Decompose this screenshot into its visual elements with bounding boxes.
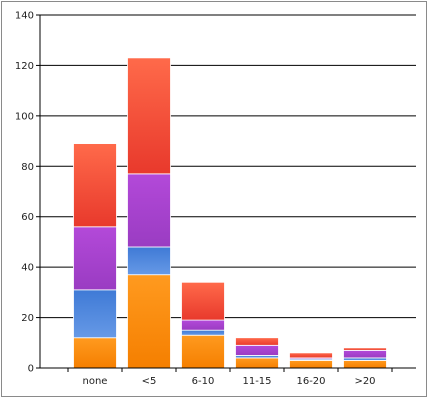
y-tick-label: 0	[28, 364, 34, 375]
bar-segment-3-2	[235, 344, 279, 356]
bar-segment-0-2	[73, 226, 117, 291]
y-tick-label: 140	[15, 11, 34, 22]
x-tick-label: >20	[354, 376, 375, 387]
bar-segment-1-1	[127, 246, 171, 276]
bar-segment-4-3	[289, 352, 333, 359]
bar-segment-5-2	[343, 349, 387, 359]
y-tick-label: 40	[21, 263, 34, 274]
bar-segment-0-1	[73, 289, 117, 339]
x-tick-label: none	[83, 376, 108, 387]
bar-segment-2-3	[181, 281, 225, 321]
y-tick-label: 100	[15, 111, 34, 122]
bar-segment-5-0	[343, 360, 387, 369]
bar-segment-2-2	[181, 319, 225, 331]
bar-segment-3-3	[235, 337, 279, 346]
bar-segment-5-3	[343, 347, 387, 351]
bar-segment-1-2	[127, 173, 171, 248]
bar-segment-2-1	[181, 329, 225, 336]
y-tick-label: 60	[21, 212, 34, 223]
bar-segment-2-0	[181, 334, 225, 369]
x-tick-label: 11-15	[242, 376, 271, 387]
y-tick-label: 80	[21, 162, 34, 173]
y-tick-label: 120	[15, 61, 34, 72]
bar-segment-1-3	[127, 57, 171, 175]
y-tick-labels: 0 20 40 60 80 100 120 140	[15, 11, 34, 375]
x-tick-labels: none <5 6-10 11-15 16-20 >20	[83, 376, 376, 387]
y-tick-label: 20	[21, 313, 34, 324]
x-tick-label: 6-10	[192, 376, 215, 387]
x-tick-label: 16-20	[296, 376, 325, 387]
bar-segment-0-3	[73, 143, 117, 228]
axes	[39, 15, 416, 372]
x-tick-label: <5	[142, 376, 157, 387]
bars-group	[73, 57, 387, 369]
bar-segment-3-0	[235, 357, 279, 369]
bar-segment-4-0	[289, 360, 333, 369]
bar-segment-0-0	[73, 337, 117, 369]
bar-segment-1-0	[127, 274, 171, 369]
